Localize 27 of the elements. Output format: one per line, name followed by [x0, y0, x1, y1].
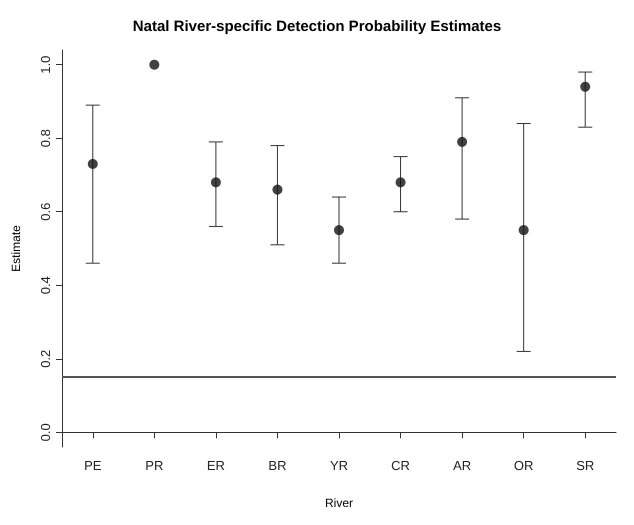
x-tick-label: ER — [206, 458, 225, 473]
y-axis-title: Estimate — [9, 224, 23, 272]
y-tick-label: 0.8 — [38, 129, 53, 148]
point — [518, 225, 529, 236]
point — [149, 60, 160, 70]
y-tick-label: 0.6 — [38, 202, 53, 221]
point — [580, 82, 590, 92]
x-tick-label: PR — [145, 458, 164, 473]
point — [457, 136, 468, 147]
chart-title: Natal River-specific Detection Probability Estimates — [132, 18, 502, 35]
x-tick-label: PE — [84, 458, 102, 473]
x-tick-label: CR — [391, 458, 410, 473]
y-tick-label: 0.0 — [38, 423, 53, 442]
x-axis-title: River — [324, 496, 354, 510]
point — [272, 184, 282, 195]
y-tick-label: 0.4 — [38, 276, 53, 294]
x-tick-label: OR — [514, 458, 534, 473]
point — [88, 158, 98, 169]
x-tick-label: SR — [576, 458, 594, 473]
x-tick-label: YR — [330, 458, 348, 473]
x-tick-label: AR — [453, 458, 472, 473]
point — [334, 225, 344, 236]
point — [396, 177, 406, 188]
y-tick-label: 1.0 — [38, 56, 53, 74]
point — [210, 177, 221, 188]
x-tick-label: BR — [268, 458, 286, 473]
y-tick-label: 0.2 — [38, 350, 53, 368]
